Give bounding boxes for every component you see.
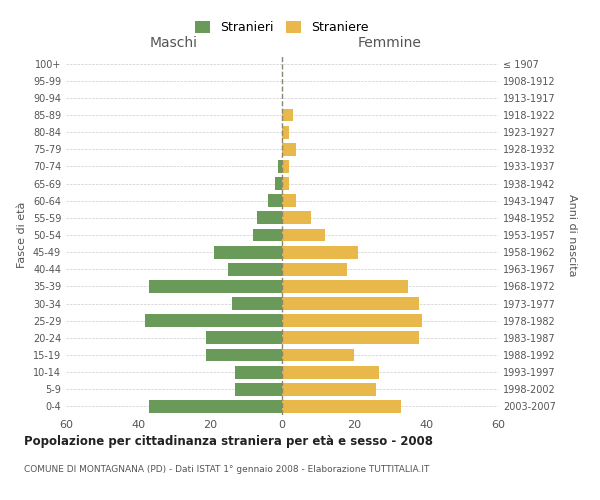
Bar: [282, 400, 401, 413]
Bar: [282, 246, 358, 258]
Text: COMUNE DI MONTAGNANA (PD) - Dati ISTAT 1° gennaio 2008 - Elaborazione TUTTITALIA: COMUNE DI MONTAGNANA (PD) - Dati ISTAT 1…: [24, 465, 430, 474]
Text: Maschi: Maschi: [150, 36, 198, 50]
Bar: [232, 297, 282, 310]
Bar: [282, 383, 376, 396]
Bar: [282, 177, 289, 190]
Bar: [282, 297, 419, 310]
Legend: Stranieri, Straniere: Stranieri, Straniere: [190, 16, 374, 40]
Bar: [282, 228, 325, 241]
Bar: [282, 314, 422, 327]
Bar: [235, 366, 282, 378]
Bar: [149, 400, 282, 413]
Bar: [253, 228, 282, 241]
Text: Femmine: Femmine: [358, 36, 422, 50]
Bar: [282, 348, 354, 362]
Bar: [149, 280, 282, 293]
Bar: [282, 366, 379, 378]
Bar: [282, 160, 289, 173]
Bar: [282, 194, 296, 207]
Bar: [228, 263, 282, 276]
Bar: [282, 143, 296, 156]
Bar: [268, 194, 282, 207]
Bar: [282, 126, 289, 138]
Bar: [282, 332, 419, 344]
Bar: [282, 108, 293, 122]
Y-axis label: Fasce di età: Fasce di età: [17, 202, 27, 268]
Bar: [282, 212, 311, 224]
Bar: [282, 280, 408, 293]
Bar: [278, 160, 282, 173]
Bar: [235, 383, 282, 396]
Bar: [214, 246, 282, 258]
Bar: [257, 212, 282, 224]
Text: Popolazione per cittadinanza straniera per età e sesso - 2008: Popolazione per cittadinanza straniera p…: [24, 435, 433, 448]
Bar: [145, 314, 282, 327]
Bar: [206, 348, 282, 362]
Bar: [206, 332, 282, 344]
Bar: [275, 177, 282, 190]
Bar: [282, 263, 347, 276]
Y-axis label: Anni di nascita: Anni di nascita: [567, 194, 577, 276]
